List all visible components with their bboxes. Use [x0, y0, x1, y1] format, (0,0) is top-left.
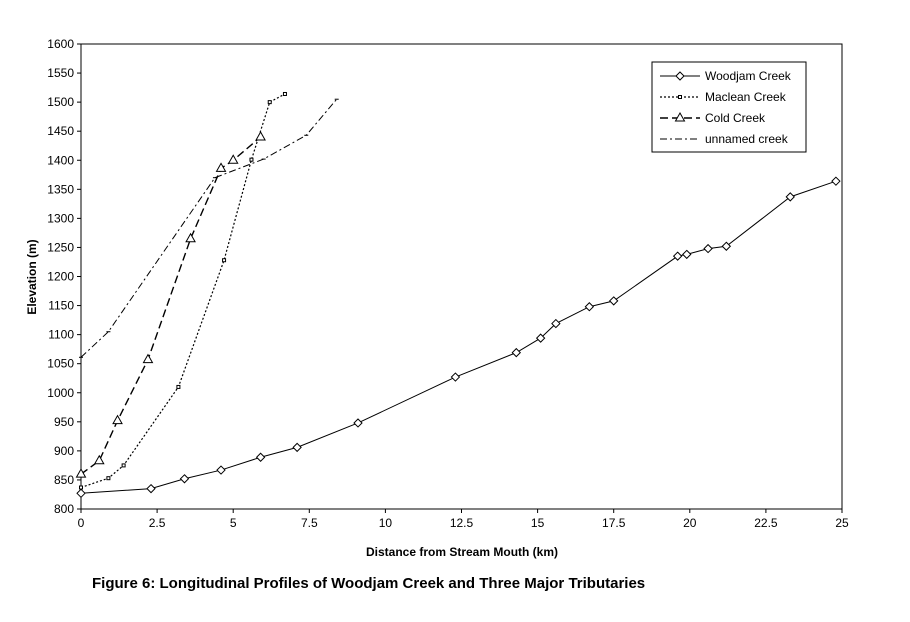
data-point	[703, 243, 713, 254]
x-tick-label: 2.5	[149, 516, 166, 530]
figure-caption: Figure 6: Longitudinal Profiles of Woodj…	[92, 575, 646, 592]
y-tick-label: 900	[54, 444, 74, 458]
y-tick-label: 1300	[47, 211, 74, 225]
y-axis: 800 850 900 950 1000 1050 1100 1150 1200 1250 1300…	[47, 37, 81, 516]
legend-item: Cold Creek	[660, 111, 766, 125]
y-tick-label: 1500	[47, 95, 74, 109]
x-tick-label: 10	[379, 516, 393, 530]
series-line	[80, 136, 262, 475]
y-tick-label: 1450	[47, 124, 74, 138]
y-tick-label: 950	[54, 415, 74, 429]
series-line	[80, 93, 286, 489]
series-unnamed-creek	[79, 98, 339, 358]
y-axis-title: Elevation (m)	[25, 239, 39, 314]
legend-item: unnamed creek	[660, 132, 789, 146]
x-tick-label: 15	[531, 516, 545, 530]
data-point	[682, 249, 692, 260]
series-maclean-creek	[79, 91, 287, 490]
data-point	[551, 318, 561, 329]
x-tick-label: 12.5	[450, 516, 474, 530]
data-point	[678, 95, 682, 99]
data-point	[112, 414, 123, 425]
data-point	[450, 372, 461, 382]
data-point	[106, 476, 111, 481]
data-point	[185, 232, 196, 243]
data-point	[227, 154, 239, 164]
data-point	[675, 71, 685, 81]
legend-label: unnamed creek	[705, 132, 789, 146]
y-tick-label: 1100	[48, 328, 74, 342]
y-tick-label: 1200	[47, 270, 74, 284]
data-point	[721, 241, 732, 251]
data-point	[282, 91, 287, 96]
data-point	[608, 296, 619, 306]
x-tick-label: 0	[78, 516, 85, 530]
data-point	[215, 162, 227, 172]
y-tick-label: 1000	[47, 386, 74, 400]
data-point	[216, 465, 226, 475]
legend-item: Woodjam Creek	[660, 69, 792, 83]
x-tick-label: 7.5	[301, 516, 318, 530]
x-axis: 0 2.5 5 7.5 10 12.5 15 17.5 20 22.5 25	[78, 509, 849, 530]
series-line	[80, 98, 338, 358]
legend-label: Maclean Creek	[705, 90, 787, 104]
data-point	[75, 468, 87, 478]
data-point	[785, 192, 795, 202]
data-point	[176, 384, 181, 389]
y-tick-label: 1400	[47, 153, 74, 167]
series-line	[80, 180, 837, 494]
y-tick-label: 800	[54, 502, 74, 516]
y-tick-label: 1350	[47, 182, 74, 196]
series-layer	[75, 91, 841, 499]
y-tick-label: 1550	[47, 66, 74, 80]
data-point	[511, 347, 521, 358]
y-tick-label: 850	[54, 473, 74, 487]
legend: Woodjam Creek Maclean Creek Cold Creek unna…	[651, 61, 807, 153]
data-point	[674, 111, 686, 122]
series-woodjam-creek	[76, 176, 841, 499]
data-point	[79, 485, 83, 490]
data-point	[142, 353, 154, 364]
data-point	[146, 483, 156, 494]
data-point	[179, 474, 190, 484]
x-tick-label: 22.5	[754, 516, 778, 530]
x-tick-label: 17.5	[602, 516, 626, 530]
data-point	[267, 100, 272, 105]
data-point	[255, 130, 266, 141]
y-tick-label: 1150	[48, 299, 74, 313]
legend-label: Cold Creek	[705, 111, 766, 125]
data-point	[255, 452, 266, 462]
legend-label: Woodjam Creek	[705, 69, 792, 83]
x-tick-label: 25	[835, 516, 849, 530]
data-point	[121, 463, 126, 468]
data-point	[831, 176, 841, 186]
data-point	[584, 302, 595, 312]
x-tick-label: 5	[230, 516, 237, 530]
x-axis-title: Distance from Stream Mouth (km)	[366, 545, 558, 559]
data-point	[249, 157, 254, 162]
data-point	[353, 418, 363, 428]
data-point	[93, 454, 105, 465]
x-tick-label: 20	[683, 516, 697, 530]
y-tick-label: 1250	[47, 240, 74, 254]
y-tick-label: 1600	[47, 37, 74, 51]
data-point	[535, 333, 546, 343]
data-point	[292, 442, 302, 453]
legend-item: Maclean Creek	[660, 90, 787, 104]
y-tick-label: 1050	[47, 357, 74, 371]
data-point	[76, 488, 86, 499]
data-point	[222, 258, 227, 263]
series-cold-creek	[75, 130, 266, 478]
data-point	[672, 251, 683, 261]
